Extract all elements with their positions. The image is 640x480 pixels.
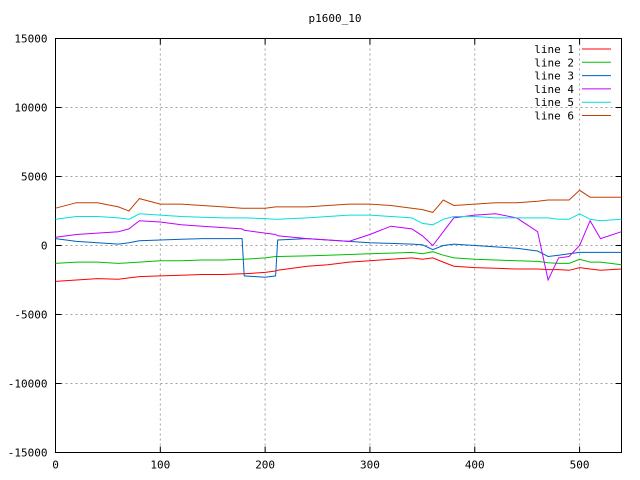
y-tick-label: -15000 — [8, 447, 48, 460]
series-line-3 — [55, 238, 622, 278]
legend-label-1: line 1 — [534, 43, 574, 56]
series-line-4 — [55, 213, 622, 282]
axis-ticks: 0 100 200 300 400 500 15000 10000 5000 0 -5000 -100… — [8, 33, 622, 472]
legend-label-5: line 5 — [534, 96, 574, 109]
legend-label-3: line 3 — [534, 70, 574, 83]
y-tick-label: -10000 — [8, 378, 48, 391]
legend-label-4: line 4 — [534, 83, 574, 96]
series-line-5 — [55, 213, 622, 226]
y-tick-label: 15000 — [14, 33, 47, 46]
y-tick-label: 10000 — [14, 102, 47, 115]
y-tick-label: 0 — [41, 240, 48, 253]
legend-label-2: line 2 — [534, 56, 574, 69]
x-tick-label: 500 — [570, 459, 590, 472]
series-line-1 — [55, 257, 622, 282]
x-tick-label: 200 — [255, 459, 275, 472]
x-tick-label: 100 — [150, 459, 170, 472]
x-tick-label: 0 — [52, 459, 59, 472]
legend-label-6: line 6 — [534, 110, 574, 123]
chart-title: p1600_10 — [309, 12, 362, 25]
x-tick-label: 400 — [465, 459, 485, 472]
y-tick-label: -5000 — [14, 309, 47, 322]
series-line-6 — [55, 189, 622, 213]
x-tick-label: 300 — [360, 459, 380, 472]
series-lines — [55, 189, 622, 282]
y-tick-label: 5000 — [21, 171, 48, 184]
series-line-2 — [55, 251, 622, 266]
